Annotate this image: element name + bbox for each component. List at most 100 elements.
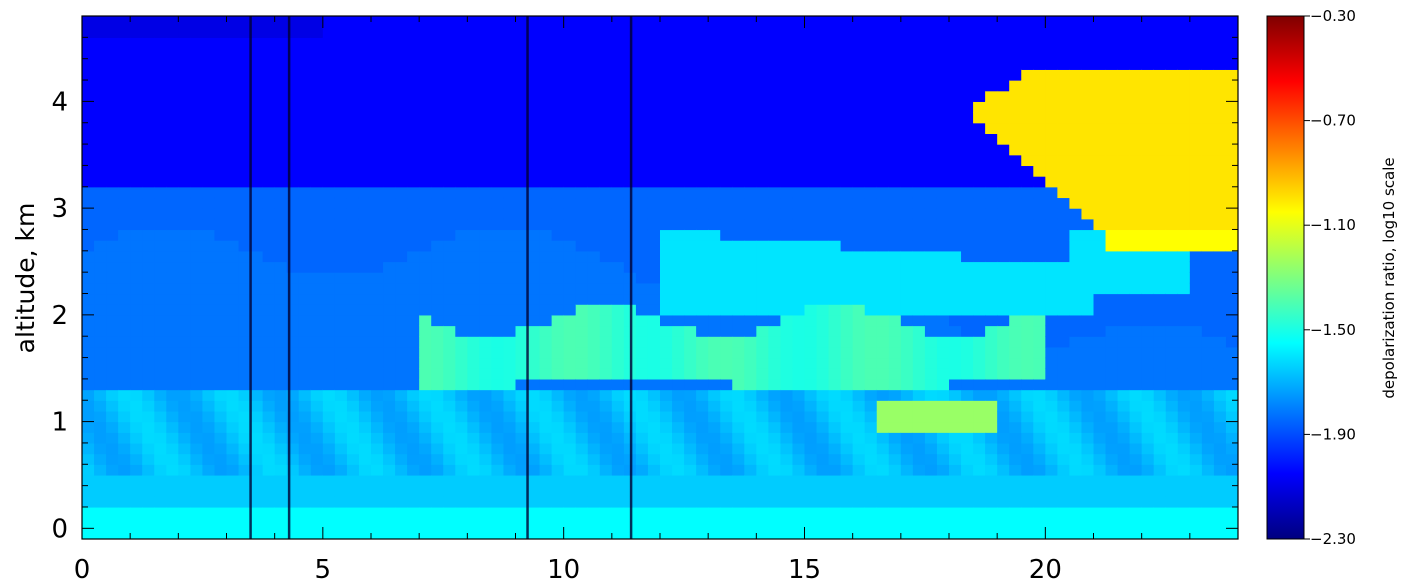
heatmap-cell bbox=[479, 176, 493, 188]
heatmap-cell bbox=[1021, 154, 1034, 167]
heatmap-cell bbox=[1153, 485, 1167, 497]
heatmap-cell bbox=[828, 336, 842, 348]
heatmap-cell bbox=[587, 197, 601, 209]
heatmap-cell bbox=[527, 48, 541, 60]
heatmap-cell bbox=[1213, 453, 1227, 465]
heatmap-cell bbox=[527, 304, 541, 316]
heatmap-cell bbox=[756, 208, 769, 220]
heatmap-cell bbox=[419, 421, 432, 433]
heatmap-cell bbox=[756, 69, 769, 81]
heatmap-cell bbox=[322, 325, 336, 337]
heatmap-cell bbox=[732, 176, 745, 188]
heatmap-cell bbox=[647, 165, 661, 177]
heatmap-cell bbox=[322, 240, 336, 252]
heatmap-cell bbox=[539, 208, 553, 220]
heatmap-cell bbox=[804, 410, 818, 423]
heatmap-cell bbox=[768, 165, 782, 177]
heatmap-cell bbox=[1129, 325, 1143, 337]
heatmap-cell bbox=[1069, 474, 1083, 487]
heatmap-cell bbox=[539, 442, 553, 455]
heatmap-cell bbox=[1021, 357, 1034, 369]
heatmap-cell bbox=[973, 250, 986, 263]
heatmap-cell bbox=[443, 16, 456, 28]
heatmap-cell bbox=[1141, 48, 1155, 60]
heatmap-cell bbox=[660, 154, 673, 167]
heatmap-cell bbox=[142, 48, 155, 60]
heatmap-cell bbox=[1189, 197, 1203, 209]
heatmap-cell bbox=[780, 410, 794, 423]
heatmap-cell bbox=[443, 48, 456, 60]
heatmap-cell bbox=[467, 229, 480, 241]
heatmap-cell bbox=[1057, 69, 1071, 81]
heatmap-cell bbox=[371, 432, 384, 444]
heatmap-cell bbox=[828, 80, 842, 92]
heatmap-cell bbox=[900, 101, 914, 113]
heatmap-cell bbox=[334, 176, 348, 188]
heatmap-cell bbox=[226, 400, 240, 412]
heatmap-cell bbox=[551, 48, 565, 60]
heatmap-cell bbox=[1057, 314, 1071, 327]
heatmap-cell bbox=[455, 250, 468, 263]
heatmap-cell bbox=[238, 400, 252, 412]
heatmap-cell bbox=[166, 421, 179, 433]
heatmap-cell bbox=[515, 336, 529, 348]
heatmap-cell bbox=[1129, 421, 1143, 433]
heatmap-cell bbox=[539, 58, 553, 70]
heatmap-cell bbox=[997, 69, 1010, 81]
heatmap-cell bbox=[298, 16, 312, 28]
heatmap-cell bbox=[226, 346, 240, 359]
heatmap-cell bbox=[286, 133, 300, 145]
heatmap-cell bbox=[1009, 133, 1022, 145]
heatmap-cell bbox=[1009, 69, 1022, 81]
heatmap-cell bbox=[443, 389, 456, 401]
heatmap-cell bbox=[792, 389, 806, 401]
heatmap-cell bbox=[371, 101, 384, 113]
heatmap-cell bbox=[226, 37, 240, 49]
heatmap-cell bbox=[744, 154, 757, 167]
heatmap-cell bbox=[599, 421, 613, 433]
heatmap-cell bbox=[900, 346, 914, 359]
heatmap-cell bbox=[94, 240, 107, 252]
heatmap-cell bbox=[575, 112, 589, 124]
heatmap-cell bbox=[732, 368, 745, 380]
heatmap-cell bbox=[816, 421, 830, 433]
heatmap-cell bbox=[431, 272, 444, 284]
heatmap-cell bbox=[262, 421, 276, 433]
heatmap-cell bbox=[1225, 122, 1238, 135]
heatmap-cell bbox=[322, 69, 336, 81]
heatmap-cell bbox=[1069, 389, 1083, 401]
heatmap-cell bbox=[1129, 528, 1143, 539]
heatmap-cell bbox=[1141, 528, 1155, 539]
heatmap-cell bbox=[443, 346, 456, 359]
heatmap-cell bbox=[455, 58, 468, 70]
heatmap-cell bbox=[611, 176, 625, 188]
heatmap-cell bbox=[936, 346, 950, 359]
heatmap-cell bbox=[130, 90, 143, 102]
heatmap-cell bbox=[467, 186, 480, 199]
heatmap-cell bbox=[1093, 240, 1107, 252]
heatmap-cell bbox=[94, 165, 107, 177]
heatmap-cell bbox=[106, 485, 119, 497]
heatmap-cell bbox=[744, 314, 757, 327]
heatmap-cell bbox=[961, 37, 974, 49]
heatmap-cell bbox=[118, 357, 131, 369]
heatmap-cell bbox=[804, 229, 818, 241]
heatmap-cell bbox=[1057, 336, 1071, 348]
heatmap-cell bbox=[190, 208, 204, 220]
heatmap-cell bbox=[166, 506, 179, 519]
heatmap-cell bbox=[587, 229, 601, 241]
heatmap-cell bbox=[720, 218, 733, 231]
heatmap-cell bbox=[635, 293, 649, 305]
heatmap-cell bbox=[816, 240, 830, 252]
heatmap-cell bbox=[407, 154, 420, 167]
heatmap-cell bbox=[1093, 229, 1107, 241]
heatmap-cell bbox=[190, 421, 204, 433]
heatmap-cell bbox=[214, 464, 228, 476]
heatmap-cell bbox=[780, 314, 794, 327]
heatmap-cell bbox=[672, 314, 685, 327]
heatmap-cell bbox=[888, 112, 902, 124]
heatmap-cell bbox=[455, 378, 468, 391]
heatmap-cell bbox=[985, 506, 998, 519]
heatmap-cell bbox=[756, 37, 769, 49]
heatmap-cell bbox=[1213, 165, 1227, 177]
